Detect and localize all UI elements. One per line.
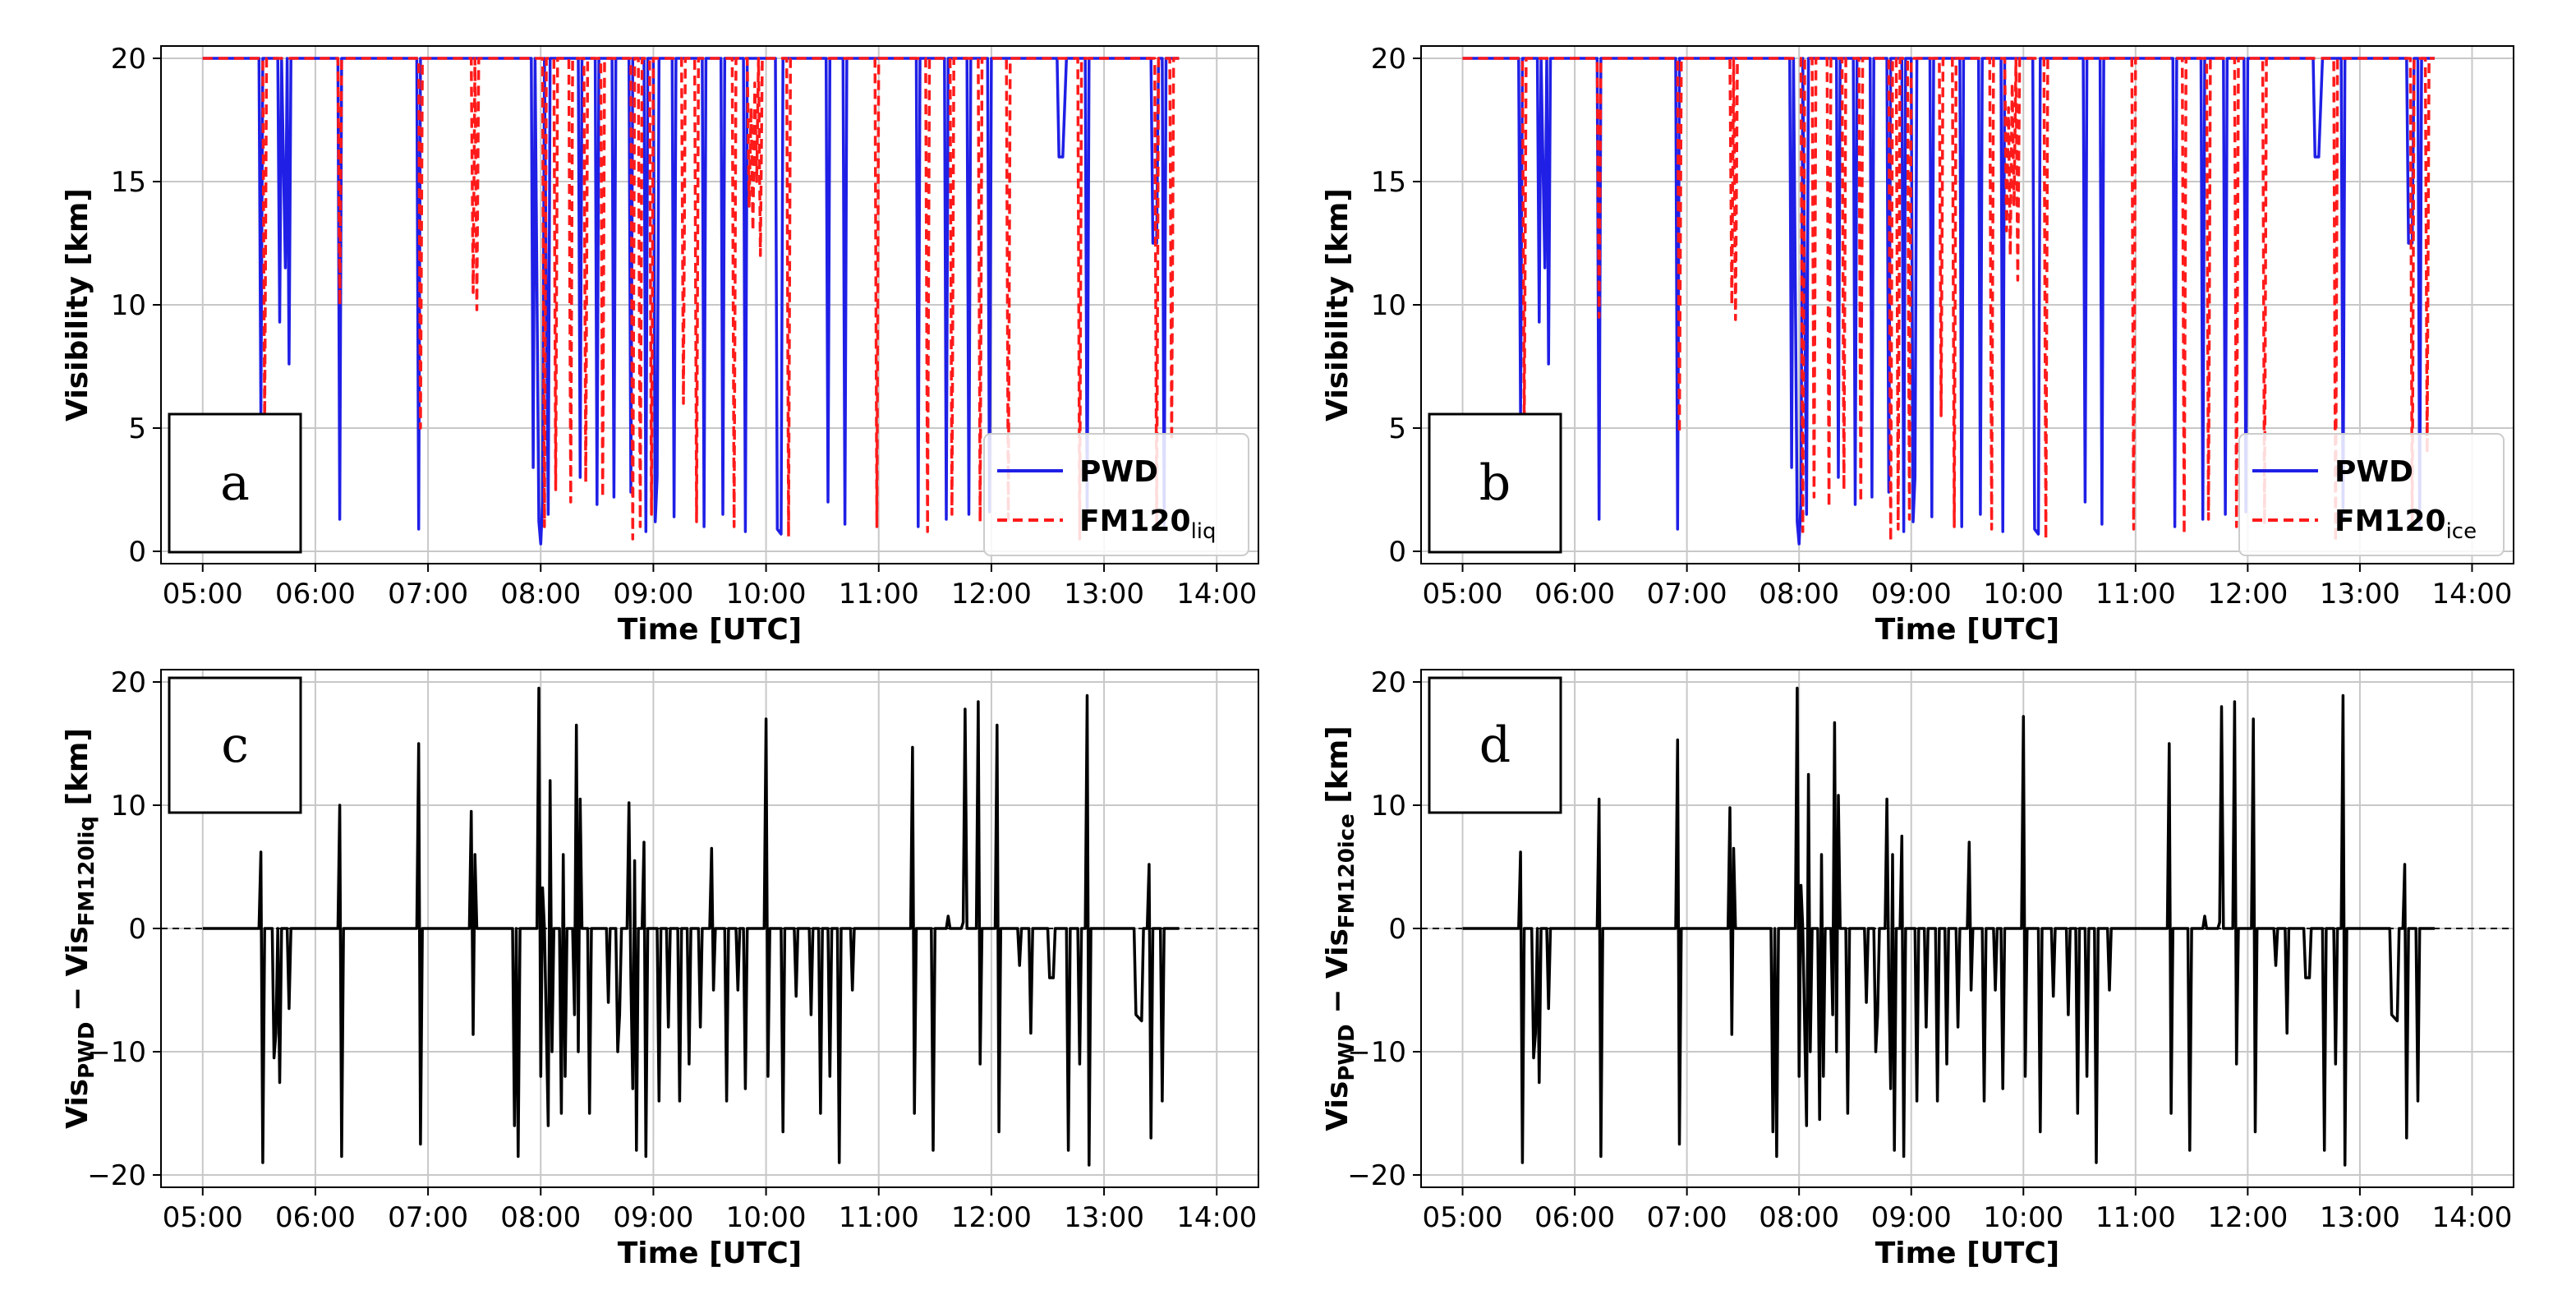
axes-frame [1420, 45, 2514, 564]
x-tick-label: 06:00 [275, 1201, 356, 1234]
x-tick-label: 09:00 [1871, 578, 1952, 610]
legend-label: PWD [2334, 455, 2413, 489]
y-tick-label: 0 [1388, 913, 1406, 946]
y-axis-label: VisPWD − VisFM120ice [km] [1321, 726, 1359, 1131]
y-tick-label: −10 [87, 1036, 146, 1069]
y-tick-label: 20 [111, 43, 146, 76]
panel-a: 05:00 06:00 07:00 08:00 09:00 10:00 11:00 12:00… [61, 43, 1259, 647]
x-axis-label: Time [UTC] [618, 613, 802, 647]
x-tick-label: 09:00 [613, 578, 693, 610]
panel-label-box [1428, 676, 1562, 814]
legend-label: FM120liq [1079, 504, 1217, 544]
x-tick-label: 08:00 [500, 578, 581, 610]
x-tick-label: 14:00 [1176, 1201, 1257, 1234]
x-axis-label: Time [UTC] [1875, 1237, 2059, 1270]
x-tick-label: 12:00 [951, 578, 1032, 610]
axes-frame [160, 45, 1259, 564]
x-tick-label: 07:00 [388, 578, 468, 610]
legend-box [2238, 433, 2505, 556]
x-tick-label: 13:00 [1064, 1201, 1144, 1234]
x-tick-label: 05:00 [1423, 578, 1503, 610]
y-tick-label: 10 [111, 289, 146, 322]
y-tick-label: −10 [1347, 1036, 1406, 1069]
panel-label: d [1479, 716, 1511, 774]
x-tick-label: 06:00 [1534, 578, 1615, 610]
x-tick-label: 07:00 [388, 1201, 468, 1234]
x-tick-label: 10:00 [1983, 578, 2063, 610]
y-tick-label: 10 [1371, 790, 1406, 822]
x-tick-label: 07:00 [1647, 1201, 1727, 1234]
x-tick-label: 13:00 [2320, 1201, 2400, 1234]
y-tick-label: 0 [1388, 536, 1406, 569]
x-tick-label: 10:00 [726, 578, 807, 610]
panel-label-box [168, 412, 302, 554]
x-tick-label: 07:00 [1647, 578, 1727, 610]
x-axis-label: Time [UTC] [618, 1237, 802, 1270]
y-tick-label: 5 [128, 412, 146, 445]
x-tick-label: 08:00 [500, 1201, 581, 1234]
x-tick-label: 14:00 [2431, 1201, 2512, 1234]
x-tick-label: 12:00 [951, 1201, 1032, 1234]
panel-label-box [1428, 412, 1562, 554]
series-line-fm120 [202, 57, 1180, 541]
x-tick-label: 14:00 [2431, 578, 2512, 610]
legend-label: FM120ice [2334, 504, 2477, 544]
y-tick-label: 0 [128, 536, 146, 569]
legend-box [983, 433, 1249, 556]
x-tick-label: 09:00 [1871, 1201, 1952, 1234]
axes-frame [160, 669, 1259, 1188]
x-tick-label: 11:00 [2095, 1201, 2176, 1234]
x-tick-label: 11:00 [839, 578, 919, 610]
series-line-difference [202, 686, 1180, 1167]
y-tick-label: 15 [1371, 166, 1406, 199]
panel-label: b [1479, 454, 1511, 512]
x-tick-label: 10:00 [726, 1201, 807, 1234]
y-tick-label: 10 [1371, 289, 1406, 322]
panel-c: 05:00 06:00 07:00 08:00 09:00 10:00 11:00 12:00… [61, 666, 1259, 1270]
y-tick-label: −20 [1347, 1159, 1406, 1192]
panel-label: a [220, 454, 250, 512]
panel-label: c [221, 716, 249, 774]
panel-d: 05:00 06:00 07:00 08:00 09:00 10:00 11:00 12:00… [1321, 666, 2514, 1270]
x-tick-label: 06:00 [1534, 1201, 1615, 1234]
x-tick-label: 12:00 [2207, 578, 2288, 610]
x-axis-label: Time [UTC] [1875, 613, 2059, 647]
x-tick-label: 11:00 [2095, 578, 2176, 610]
y-tick-label: −20 [87, 1159, 146, 1192]
y-tick-label: 20 [1371, 43, 1406, 76]
x-tick-label: 12:00 [2207, 1201, 2288, 1234]
x-tick-label: 08:00 [1759, 578, 1839, 610]
x-tick-label: 05:00 [163, 578, 243, 610]
x-tick-label: 11:00 [839, 1201, 919, 1234]
x-tick-label: 05:00 [163, 1201, 243, 1234]
series-line-pwd [1462, 57, 2435, 546]
x-tick-label: 13:00 [1064, 578, 1144, 610]
y-axis-label: Visibility [km] [1321, 188, 1355, 422]
axes-frame [1420, 669, 2514, 1188]
series-line-difference [1462, 686, 2435, 1167]
x-tick-label: 06:00 [275, 578, 356, 610]
x-tick-label: 10:00 [1983, 1201, 2063, 1234]
legend-label: PWD [1079, 455, 1158, 489]
series-line-fm120 [1462, 57, 2435, 543]
y-axis-label: Visibility [km] [61, 188, 94, 422]
x-tick-label: 13:00 [2320, 578, 2400, 610]
x-tick-label: 14:00 [1176, 578, 1257, 610]
y-tick-label: 20 [1371, 666, 1406, 699]
y-tick-label: 10 [111, 790, 146, 822]
y-tick-label: 20 [111, 666, 146, 699]
x-tick-label: 05:00 [1423, 1201, 1503, 1234]
panel-b: 05:00 06:00 07:00 08:00 09:00 10:00 11:00 12:00… [1321, 43, 2514, 647]
y-tick-label: 0 [128, 913, 146, 946]
x-tick-label: 08:00 [1759, 1201, 1839, 1234]
y-tick-label: 5 [1388, 412, 1406, 445]
panel-label-box [168, 676, 302, 814]
x-tick-label: 09:00 [613, 1201, 693, 1234]
y-tick-label: 15 [111, 166, 146, 199]
y-axis-label: VisPWD − VisFM120liq [km] [61, 728, 99, 1129]
series-line-pwd [202, 57, 1180, 546]
